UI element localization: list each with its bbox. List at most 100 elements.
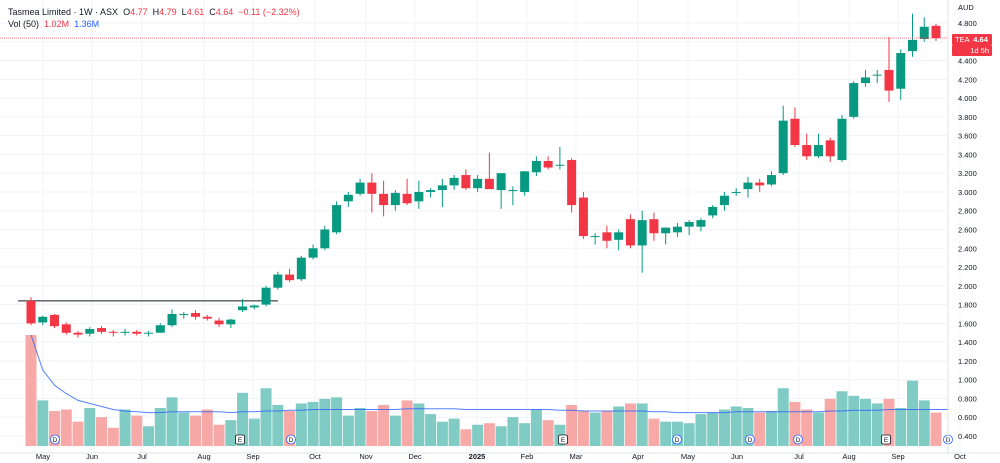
candle[interactable] [108,329,118,337]
candle[interactable] [884,37,894,102]
candle[interactable] [191,310,201,320]
symbol-name[interactable]: Tasmea Limited · 1W · ASX [8,7,119,17]
candle[interactable] [849,81,859,119]
candle[interactable] [296,255,306,282]
currency-label[interactable]: AUD [958,3,974,12]
candle[interactable] [38,315,48,326]
candle[interactable] [120,328,130,336]
x-tick-label: Nov [359,452,373,461]
candle[interactable] [778,105,788,176]
candle[interactable] [367,173,377,213]
candle[interactable] [261,285,271,307]
candle[interactable] [649,212,659,241]
candlesticks[interactable] [26,13,941,338]
volume-bar [895,408,907,446]
candle[interactable] [249,304,259,310]
event-badge[interactable]: D [793,434,803,445]
candle[interactable] [531,156,541,176]
candle[interactable] [26,297,36,326]
candle[interactable] [755,178,765,192]
candle[interactable] [696,218,706,232]
candle[interactable] [73,330,83,338]
candle[interactable] [555,146,565,170]
candle[interactable] [661,227,671,245]
candle[interactable] [743,176,753,198]
candle[interactable] [414,180,424,209]
event-badges[interactable]: DEDEDDDED [50,434,953,445]
candle[interactable] [461,169,471,191]
candle[interactable] [825,137,835,162]
candle[interactable] [614,229,624,251]
candle[interactable] [496,173,506,209]
candle[interactable] [343,191,353,207]
event-badge[interactable]: E [235,434,245,445]
candle[interactable] [167,309,177,328]
candle[interactable] [802,133,812,161]
x-tick-label: Sep [891,452,904,461]
candle[interactable] [202,314,212,321]
candle[interactable] [919,17,929,42]
candle[interactable] [179,312,189,319]
candle[interactable] [719,191,729,211]
event-badge[interactable]: D [50,434,60,445]
candle[interactable] [379,180,389,217]
candle[interactable] [273,271,283,290]
candle[interactable] [484,152,494,190]
volume-bar [342,415,354,446]
candle[interactable] [332,201,342,235]
price-axis[interactable]: 0.400 0.600 0.800 1.000 1.200 1.400 1.600 1.800… [947,0,977,453]
candle[interactable] [355,178,365,196]
candle[interactable] [590,233,600,245]
candle[interactable] [132,329,142,336]
event-badge[interactable]: D [286,434,296,445]
candle[interactable] [214,317,224,328]
candle[interactable] [731,188,741,196]
candle[interactable] [602,225,612,249]
volume-bar [566,404,578,446]
candle[interactable] [872,69,882,84]
candle[interactable] [320,225,330,251]
candle[interactable] [896,49,906,100]
candle[interactable] [61,322,71,335]
candle-body [461,175,471,189]
candle[interactable] [578,191,588,239]
volume-label[interactable]: Vol (50) [8,19,40,29]
candle[interactable] [449,175,459,191]
candle[interactable] [708,205,718,219]
candle[interactable] [813,133,823,159]
candle[interactable] [308,244,318,260]
candle[interactable] [144,330,154,337]
candle[interactable] [520,171,530,196]
candle[interactable] [637,210,647,273]
candle[interactable] [907,13,917,57]
candle[interactable] [567,158,577,213]
candle[interactable] [85,327,95,337]
candle[interactable] [390,190,400,211]
candle[interactable] [625,214,635,249]
event-badge[interactable]: D [745,434,755,445]
candle[interactable] [672,222,682,238]
candle[interactable] [543,156,553,170]
candle[interactable] [437,178,447,207]
candle[interactable] [860,69,870,87]
candle[interactable] [97,326,107,334]
candle[interactable] [790,107,800,147]
candle[interactable] [226,318,236,329]
candle[interactable] [508,186,518,206]
candle[interactable] [684,220,694,236]
candle[interactable] [837,114,847,162]
candle[interactable] [238,298,248,313]
candle[interactable] [402,178,412,206]
event-badge[interactable]: E [558,434,568,445]
event-badge[interactable]: D [672,434,682,445]
candle[interactable] [285,268,295,283]
candle[interactable] [50,313,60,329]
event-badge[interactable]: E [881,434,891,445]
candle[interactable] [473,175,483,192]
candle[interactable] [155,323,165,333]
time-axis[interactable]: May Jun Jul Aug Sep Oct Nov Dec 2025 Feb Mar Apr May… [0,452,1000,461]
candle[interactable] [426,188,436,198]
candle[interactable] [766,171,776,187]
volume-bar [107,427,119,446]
